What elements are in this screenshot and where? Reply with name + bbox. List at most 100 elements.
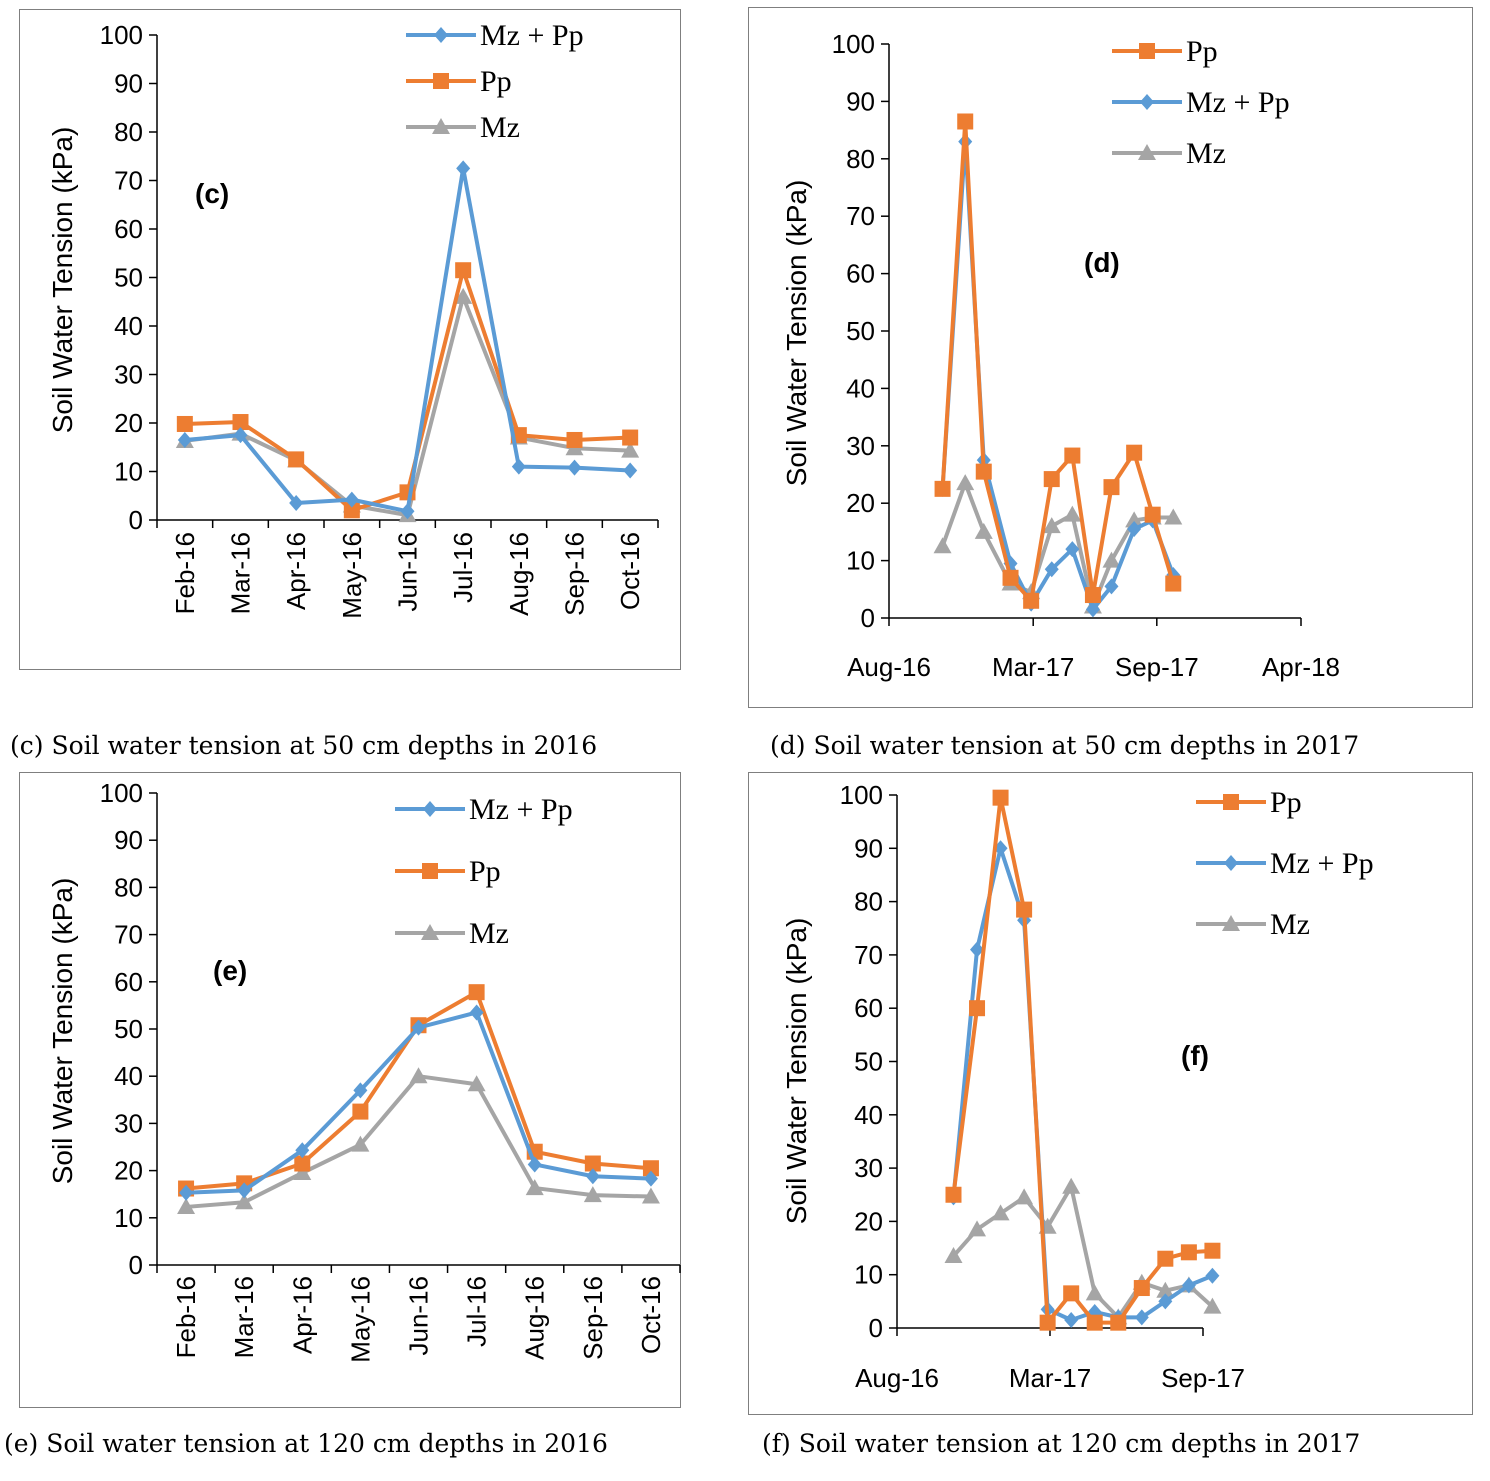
data-point (1003, 555, 1018, 572)
y-tick-label: 60 (114, 967, 143, 997)
data-point (179, 1184, 194, 1201)
data-point (232, 414, 249, 431)
y-tick-label: 60 (846, 259, 875, 289)
x-tick-label: Apr-18 (1262, 652, 1340, 682)
x-tick-label: Mar-16 (229, 1276, 259, 1358)
series-line-mzpp (184, 166, 631, 514)
series-pp (934, 113, 1182, 609)
chart-panel-e: 0 10 20 30 40 50 60 70 80 90 100 Feb-16 Mar-16 Apr-16… (19, 772, 681, 1408)
y-tick-label: 30 (854, 1153, 883, 1183)
y-tick-label: 50 (846, 316, 875, 346)
y-tick-label: 20 (114, 408, 143, 438)
data-point (352, 1103, 369, 1120)
x-tick-label: Sep-17 (1161, 1363, 1245, 1393)
chart-panel-c: 0 10 20 30 40 50 60 70 80 90 100 Feb-16 Mar-16 Apr-16… (19, 9, 681, 670)
panel-label: (d) (1084, 247, 1120, 278)
series-mzpp (179, 1004, 658, 1201)
data-point (956, 474, 975, 491)
data-point (235, 1193, 254, 1210)
legend-label: Pp (480, 65, 512, 98)
y-tick-label: 0 (861, 603, 875, 633)
data-point (1063, 505, 1082, 522)
data-point (1205, 1267, 1220, 1284)
chart-panel-f: 0 10 20 30 40 50 60 70 80 90 100 Aug-16 Mar-17 Sep-17… (748, 772, 1473, 1415)
data-point (1144, 506, 1161, 523)
y-tick-label: 70 (114, 920, 143, 950)
y-tick-label: 40 (854, 1100, 883, 1130)
data-point (945, 1186, 962, 1203)
data-point (409, 1067, 428, 1084)
legend-marker-mz (1138, 144, 1156, 160)
y-tick-label: 80 (114, 872, 143, 902)
legend-marker-mz (421, 924, 439, 940)
y-tick-label: 50 (854, 1047, 883, 1077)
y-tick-label: 90 (846, 86, 875, 116)
legend-marker-pp (433, 73, 449, 89)
y-tick-label: 10 (114, 457, 143, 487)
series-mz (177, 1067, 660, 1214)
data-point (1085, 1284, 1104, 1301)
data-point (944, 1247, 963, 1264)
data-point (1064, 1312, 1079, 1329)
panel-label: (f) (1181, 1040, 1209, 1071)
y-axis-title: Soil Water Tension (kPa) (781, 918, 812, 1225)
y-tick-label: 10 (114, 1203, 143, 1233)
data-point (237, 1182, 252, 1199)
data-point (1039, 1314, 1056, 1331)
data-point (344, 491, 359, 508)
y-tick-label: 100 (840, 780, 883, 810)
legend-f: Pp Mz + Pp Mz (1196, 786, 1374, 941)
legend-label: Pp (469, 855, 501, 888)
data-point (1023, 592, 1040, 609)
y-tick-label: 40 (114, 311, 143, 341)
data-point (295, 1142, 310, 1159)
x-tick-label: Sep-16 (578, 1276, 608, 1360)
legend-marker-mzpp (1140, 94, 1154, 110)
data-point (1063, 1285, 1080, 1302)
x-tick-label: Mar-16 (226, 532, 256, 614)
y-tick-label: 30 (114, 1108, 143, 1138)
data-point (1125, 511, 1144, 528)
x-tick-label: Aug-16 (855, 1363, 939, 1393)
data-point (1134, 1309, 1149, 1326)
legend-marker-pp (1223, 794, 1239, 810)
data-point (1085, 601, 1100, 618)
data-point (1104, 578, 1119, 595)
chart-panel-d: 0 10 20 30 40 50 60 70 80 90 100 Aug-16 Mar-17 Sep-17… (748, 7, 1473, 708)
y-tick-label: 10 (854, 1260, 883, 1290)
y-tick-label: 50 (114, 1014, 143, 1044)
data-point (1002, 569, 1019, 586)
caption-e: (e) Soil water tension at 120 cm depths … (4, 1429, 608, 1458)
y-tick-label: 60 (854, 993, 883, 1023)
y-tick-label: 0 (129, 505, 143, 535)
data-point (525, 1179, 544, 1196)
legend-marker-pp (422, 863, 438, 879)
data-point (622, 429, 639, 446)
data-point (641, 1187, 660, 1204)
series-pp (945, 789, 1221, 1331)
data-point (467, 1075, 486, 1092)
y-tick-label: 20 (854, 1206, 883, 1236)
y-tick-label: 40 (114, 1061, 143, 1091)
data-point (1203, 1297, 1222, 1314)
y-tick-label: 30 (114, 360, 143, 390)
data-point (1064, 447, 1081, 464)
y-tick-label: 100 (100, 778, 143, 808)
y-tick-label: 0 (869, 1313, 883, 1343)
data-point (567, 459, 582, 476)
data-point (1086, 1314, 1103, 1331)
y-tick-label: 70 (114, 166, 143, 196)
data-point (353, 1082, 368, 1099)
y-tick-label: 10 (846, 546, 875, 576)
x-tick-label: May-16 (345, 1276, 375, 1363)
y-tick-label: 80 (846, 144, 875, 174)
chart-d-svg: 0 10 20 30 40 50 60 70 80 90 100 Aug-16 Mar-17 Sep-17… (781, 29, 1340, 682)
legend-e: Mz + Pp Pp Mz (395, 793, 573, 950)
x-tick-label: Sep-17 (1115, 652, 1199, 682)
x-tick-label: Aug-16 (847, 652, 931, 682)
data-point (1044, 561, 1059, 578)
data-point (1204, 1242, 1221, 1259)
data-point (968, 1220, 987, 1237)
data-point (934, 480, 951, 497)
data-point (1157, 1250, 1174, 1267)
